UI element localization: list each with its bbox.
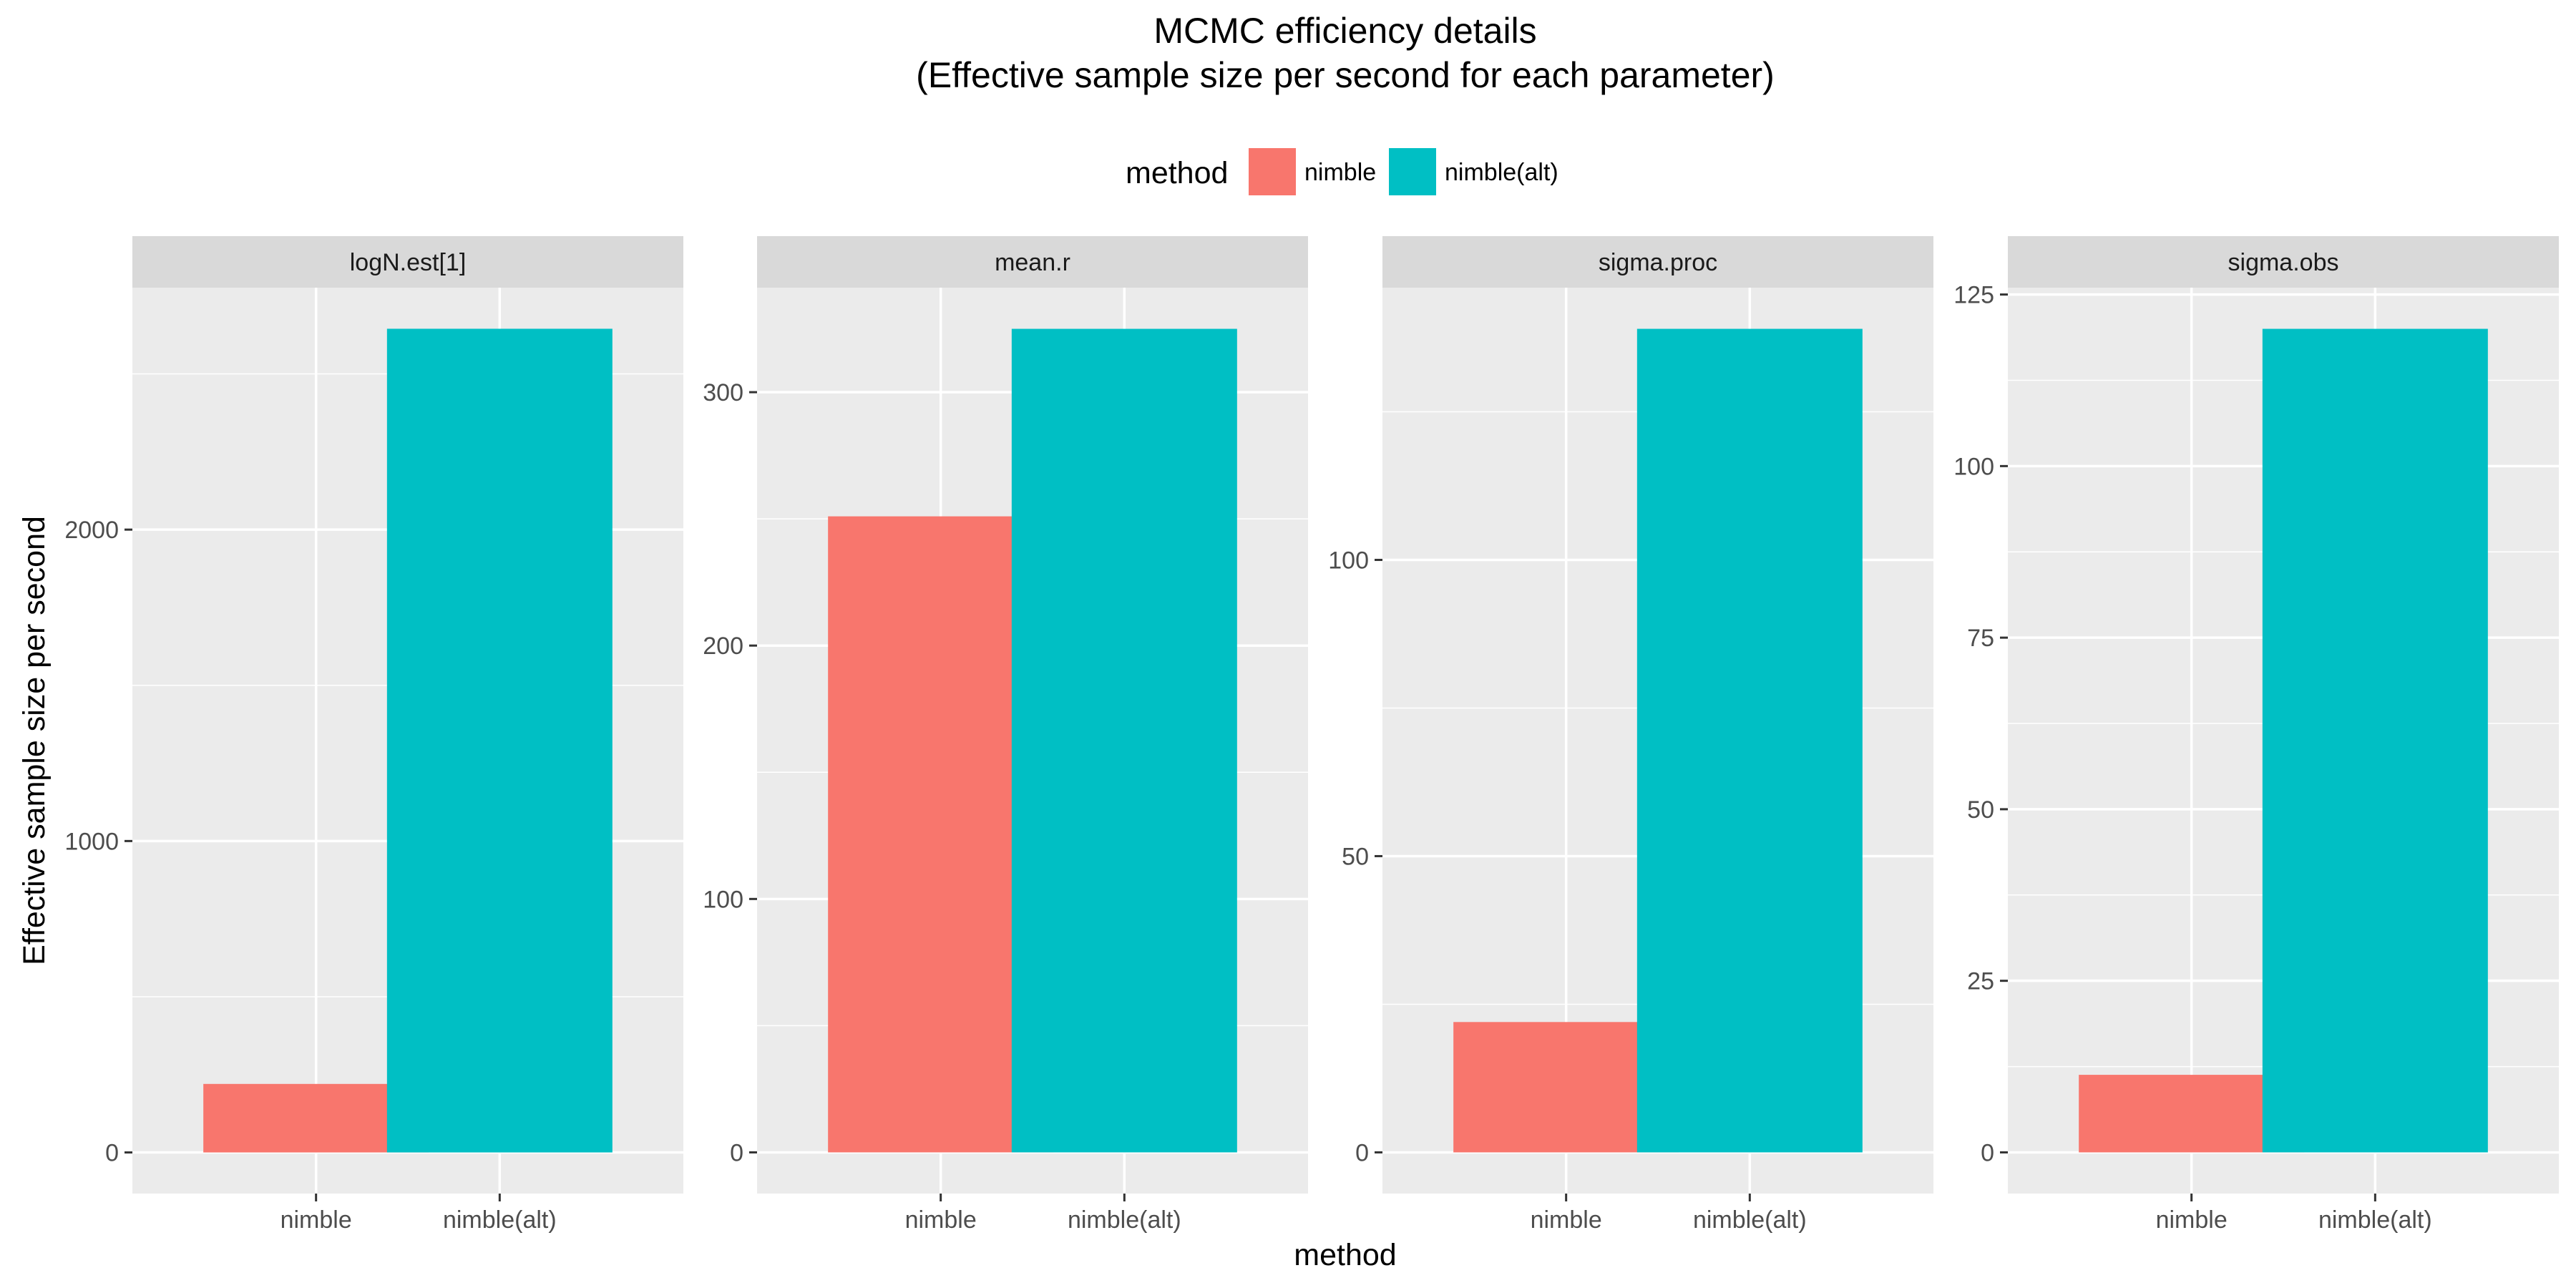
y-tick-label: 100: [1953, 453, 1994, 480]
x-tick-label: nimble: [2156, 1206, 2228, 1234]
x-tick-label: nimble: [1531, 1206, 1602, 1234]
legend-key-nimble: [1249, 148, 1296, 195]
facet-strip: [132, 236, 683, 288]
facet-strip-label: sigma.proc: [1599, 249, 1717, 276]
facet-mean-r: mean.r 0 100 200 300 nimble nimble(alt): [703, 236, 1308, 1234]
y-tick-label: 125: [1953, 282, 1994, 309]
x-tick-label: nimble(alt): [1693, 1206, 1807, 1234]
y-tick-label: 200: [703, 633, 743, 660]
facet-strip: [1382, 236, 1933, 288]
x-tick-label: nimble(alt): [2318, 1206, 2432, 1234]
y-tick-label: 0: [105, 1140, 119, 1167]
y-axis-title: Effective sample size per second: [17, 516, 52, 965]
y-tick-label: 100: [703, 886, 743, 913]
facet-strip: [757, 236, 1308, 288]
facet-strip: [2008, 236, 2559, 288]
chart-title: MCMC efficiency details: [1153, 11, 1536, 51]
facet-strip-label: sigma.obs: [2228, 249, 2339, 276]
facet-strip-label: mean.r: [995, 249, 1070, 276]
y-tick-label: 2000: [64, 517, 119, 544]
facet-sigma-proc: sigma.proc 0 50 100 nimble nimble(alt): [1328, 236, 1933, 1234]
bar-sigma-proc-nimble-alt: [1636, 328, 1863, 1153]
legend: method nimble nimble(alt): [1126, 148, 1558, 195]
x-tick-label: nimble: [905, 1206, 977, 1234]
y-tick-label: 300: [703, 379, 743, 406]
facet-strip-label: logN.est[1]: [350, 249, 467, 276]
legend-label-nimble: nimble: [1304, 159, 1376, 186]
legend-label-nimble-alt: nimble(alt): [1445, 159, 1558, 186]
bar-mean-r-nimble-alt: [1011, 328, 1237, 1153]
y-tick-label: 1000: [64, 828, 119, 855]
y-tick-label: 0: [730, 1139, 743, 1166]
y-tick-label: 100: [1328, 547, 1369, 574]
y-tick-label: 0: [1981, 1139, 1994, 1166]
x-tick-label: nimble(alt): [443, 1206, 557, 1234]
y-tick-label: 50: [1967, 796, 1994, 824]
x-axis-title: method: [1294, 1238, 1396, 1272]
chart-subtitle: (Effective sample size per second for ea…: [916, 55, 1775, 95]
y-tick-label: 0: [1355, 1139, 1369, 1166]
facet-sigma-obs: sigma.obs 0 25 50 75 100 125 nimble nimble(alt): [1953, 236, 2559, 1234]
legend-title: method: [1126, 156, 1228, 190]
legend-key-nimble-alt: [1389, 148, 1436, 195]
facet-logn-est-1: logN.est[1] 0 1000 2000 nimble nimble(alt): [64, 236, 683, 1234]
bar-logn-est-1-nimble-alt: [386, 328, 613, 1153]
y-tick-label: 25: [1967, 968, 1994, 995]
x-tick-label: nimble: [280, 1206, 352, 1234]
bar-sigma-obs-nimble-alt: [2262, 328, 2488, 1153]
y-tick-label: 50: [1342, 843, 1369, 870]
x-tick-label: nimble(alt): [1068, 1206, 1181, 1234]
y-tick-label: 75: [1967, 625, 1994, 652]
